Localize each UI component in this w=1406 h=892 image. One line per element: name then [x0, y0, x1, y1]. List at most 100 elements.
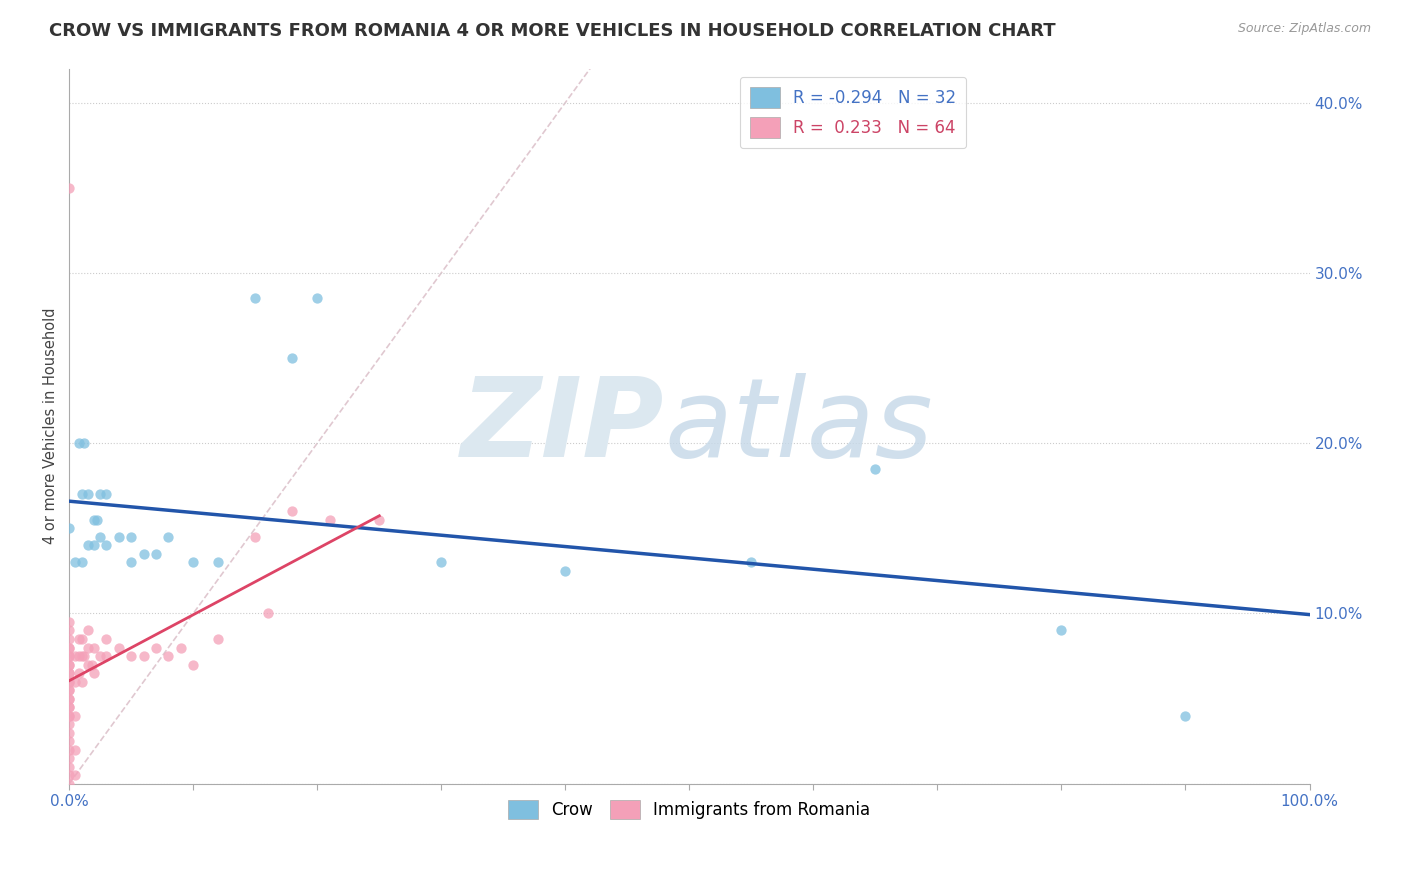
Point	[58, 632, 80, 646]
Point	[73, 648, 96, 663]
Point	[132, 648, 155, 663]
Point	[70, 648, 93, 663]
Point	[65, 742, 87, 756]
Point	[89, 648, 111, 663]
Point	[58, 691, 80, 706]
Point	[554, 564, 576, 578]
Point	[245, 292, 267, 306]
Point	[58, 180, 80, 194]
Point	[70, 555, 93, 569]
Point	[157, 648, 180, 663]
Point	[181, 555, 204, 569]
Point	[58, 717, 80, 731]
Point	[58, 521, 80, 535]
Legend: Crow, Immigrants from Romania: Crow, Immigrants from Romania	[502, 793, 877, 825]
Point	[58, 674, 80, 689]
Point	[96, 648, 118, 663]
Point	[58, 700, 80, 714]
Point	[70, 674, 93, 689]
Point	[108, 640, 131, 655]
Point	[76, 538, 98, 552]
Point	[430, 555, 453, 569]
Point	[96, 632, 118, 646]
Point	[58, 648, 80, 663]
Point	[58, 666, 80, 681]
Point	[70, 487, 93, 501]
Point	[256, 607, 278, 621]
Point	[207, 555, 229, 569]
Point	[76, 640, 98, 655]
Point	[96, 487, 118, 501]
Point	[58, 708, 80, 723]
Point	[108, 530, 131, 544]
Point	[58, 691, 80, 706]
Text: CROW VS IMMIGRANTS FROM ROMANIA 4 OR MORE VEHICLES IN HOUSEHOLD CORRELATION CHAR: CROW VS IMMIGRANTS FROM ROMANIA 4 OR MOR…	[49, 22, 1056, 40]
Point	[76, 624, 98, 638]
Point	[58, 624, 80, 638]
Point	[86, 513, 108, 527]
Point	[58, 751, 80, 765]
Point	[58, 725, 80, 739]
Point	[67, 666, 90, 681]
Point	[58, 640, 80, 655]
Point	[58, 615, 80, 629]
Point	[740, 555, 762, 569]
Point	[83, 666, 105, 681]
Point	[89, 487, 111, 501]
Point	[281, 504, 304, 518]
Point	[76, 657, 98, 672]
Point	[120, 530, 142, 544]
Point	[67, 632, 90, 646]
Point	[83, 538, 105, 552]
Point	[58, 700, 80, 714]
Text: atlas: atlas	[665, 373, 934, 480]
Y-axis label: 4 or more Vehicles in Household: 4 or more Vehicles in Household	[44, 308, 58, 544]
Point	[368, 513, 391, 527]
Point	[207, 632, 229, 646]
Point	[83, 640, 105, 655]
Point	[58, 742, 80, 756]
Point	[145, 640, 167, 655]
Point	[58, 760, 80, 774]
Text: ZIP: ZIP	[461, 373, 665, 480]
Text: Source: ZipAtlas.com: Source: ZipAtlas.com	[1237, 22, 1371, 36]
Point	[70, 632, 93, 646]
Point	[58, 640, 80, 655]
Point	[120, 648, 142, 663]
Point	[281, 351, 304, 365]
Point	[65, 674, 87, 689]
Point	[318, 513, 340, 527]
Point	[80, 657, 103, 672]
Point	[145, 547, 167, 561]
Point	[73, 436, 96, 450]
Point	[181, 657, 204, 672]
Point	[76, 487, 98, 501]
Point	[96, 538, 118, 552]
Point	[65, 708, 87, 723]
Point	[58, 666, 80, 681]
Point	[58, 734, 80, 748]
Point	[67, 648, 90, 663]
Point	[58, 708, 80, 723]
Point	[120, 555, 142, 569]
Point	[58, 657, 80, 672]
Point	[58, 683, 80, 698]
Point	[170, 640, 193, 655]
Point	[65, 648, 87, 663]
Point	[245, 530, 267, 544]
Point	[65, 555, 87, 569]
Point	[307, 292, 329, 306]
Point	[132, 547, 155, 561]
Point	[865, 461, 887, 475]
Point	[89, 530, 111, 544]
Point	[1050, 624, 1073, 638]
Point	[58, 777, 80, 791]
Point	[58, 674, 80, 689]
Point	[1174, 708, 1197, 723]
Point	[83, 513, 105, 527]
Point	[58, 768, 80, 782]
Point	[67, 436, 90, 450]
Point	[58, 648, 80, 663]
Point	[157, 530, 180, 544]
Point	[58, 683, 80, 698]
